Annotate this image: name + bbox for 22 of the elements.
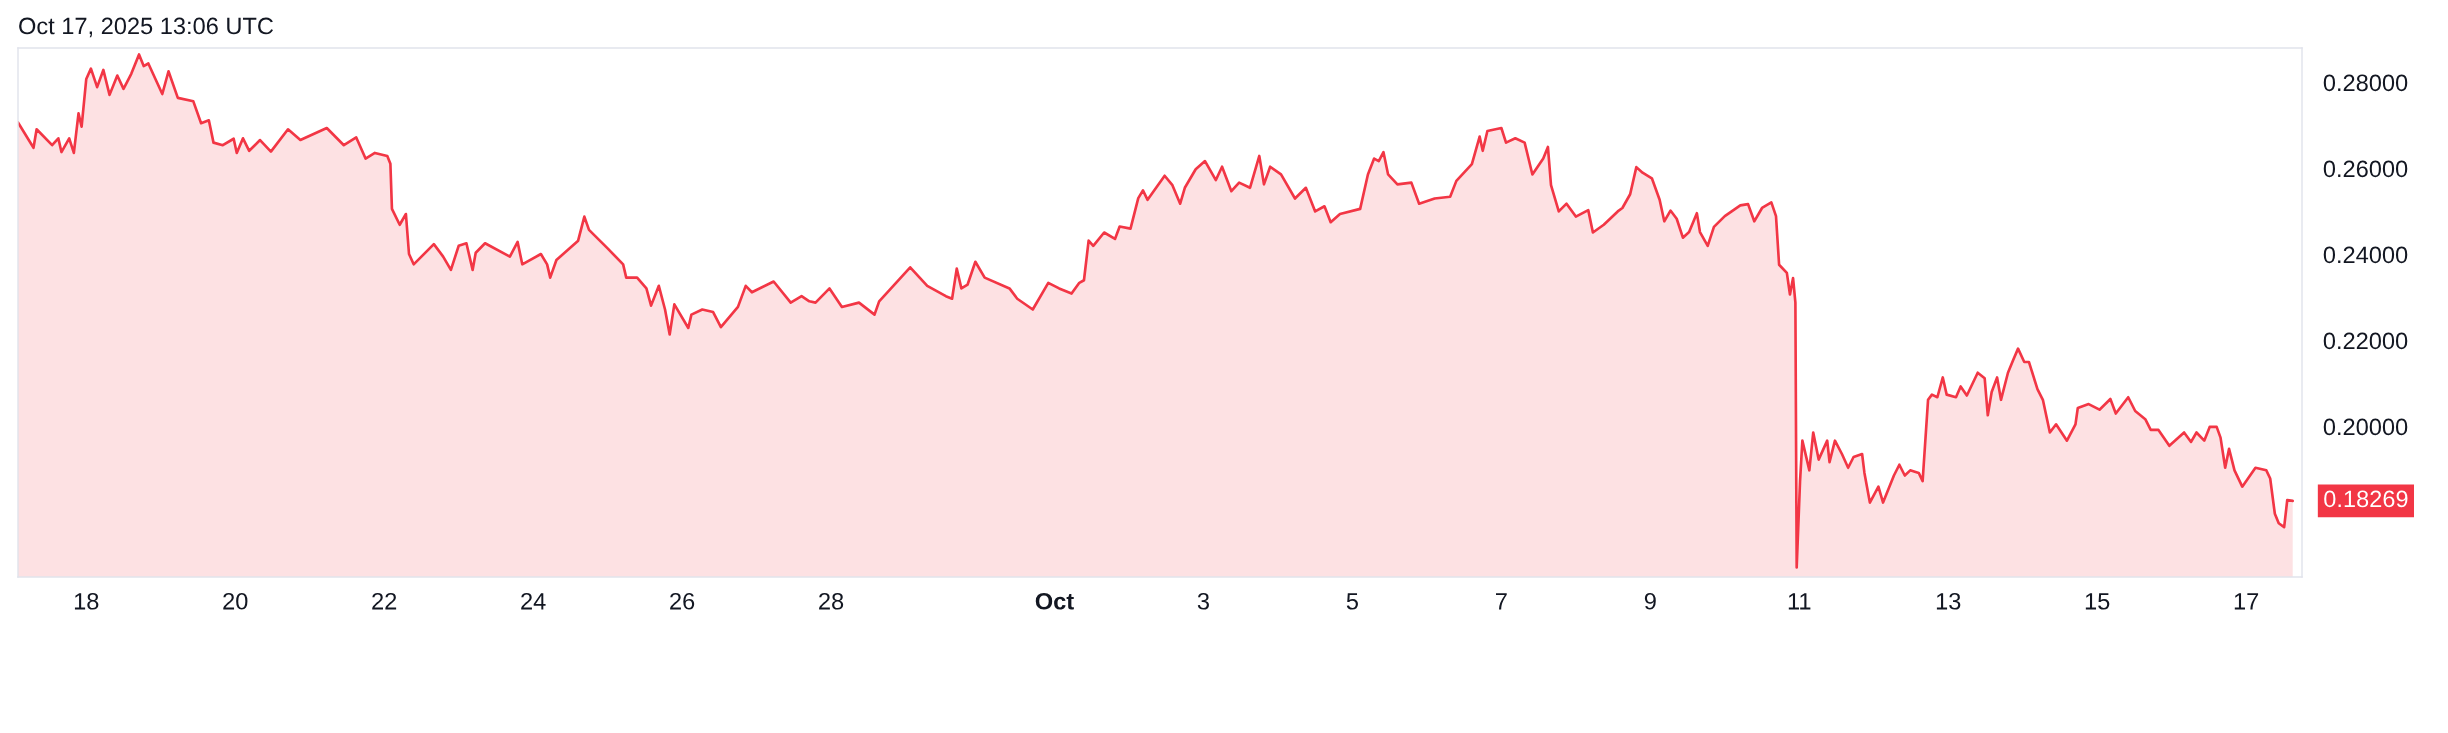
- x-tick-label: 7: [1496, 593, 1507, 610]
- x-tick-label: 20: [223, 592, 248, 610]
- x-tick-label: 17: [2234, 593, 2259, 610]
- y-tick-label: 0.28000: [2323, 74, 2408, 92]
- x-tick-label: 9: [1644, 592, 1656, 610]
- x-tick-label: 5: [1346, 593, 1358, 610]
- x-tick-label: 18: [74, 592, 99, 610]
- text: Oct 17, 2025 13:06 UTC: [19, 17, 274, 38]
- x-tick-label: 11: [1788, 593, 1811, 610]
- y-tick-label: 0.22000: [2323, 332, 2408, 350]
- x-tick-label: 28: [819, 592, 844, 610]
- x-tick-label: Oct: [1035, 592, 1074, 610]
- y-tick-label: 0.24000: [2323, 246, 2408, 264]
- x-tick-label: 15: [2085, 593, 2110, 610]
- annotation: 0.18269: [2324, 490, 2408, 508]
- x-tick-label: 3: [1197, 592, 1209, 610]
- x-tick-label: 22: [372, 592, 397, 610]
- y-tick-label: 0.26000: [2323, 160, 2408, 178]
- x-tick-label: 26: [670, 592, 695, 610]
- x-tick-label: 13: [1936, 592, 1961, 610]
- x-tick-label: 24: [521, 592, 546, 610]
- y-tick-label: 0.20000: [2323, 418, 2408, 436]
